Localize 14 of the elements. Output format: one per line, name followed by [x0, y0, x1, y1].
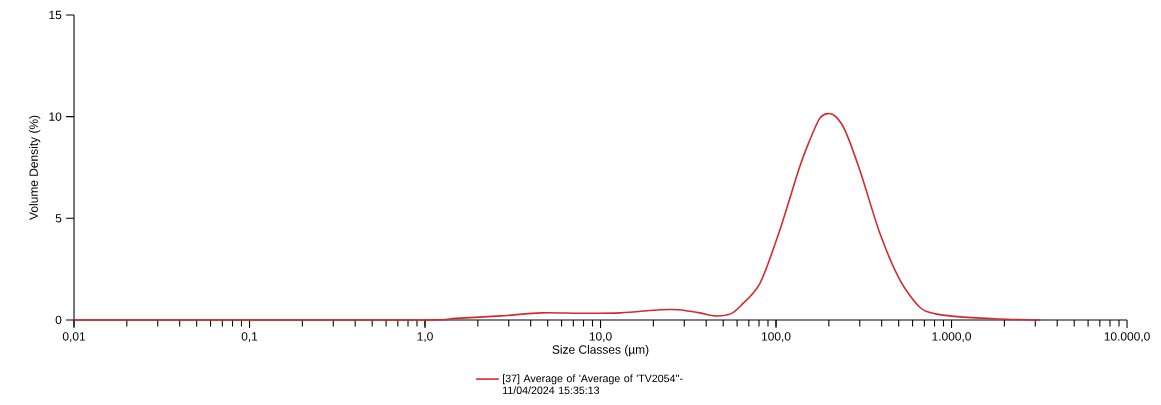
x-tick-label: 0,1 [241, 332, 258, 343]
y-tick-label: 0 [55, 315, 62, 325]
x-tick-label: 100,0 [761, 332, 791, 343]
x-tick-label: 10.000,0 [1104, 332, 1150, 343]
x-tick-label: 1,0 [417, 332, 433, 343]
x-tick-label: 1.000,0 [932, 332, 971, 343]
x-tick-label: 10,0 [589, 332, 612, 343]
x-axis-title: Size Classes (µm) [552, 345, 649, 357]
y-tick-label: 10 [49, 112, 62, 121]
y-tick-label: 5 [55, 214, 62, 223]
legend-label: [37] Average of 'Average of 'TV2054''-11/04/2024 15:35:13 [503, 374, 683, 395]
x-tick-label: 0,01 [62, 332, 86, 343]
y-tick-label: 15 [49, 10, 62, 20]
y-axis-title: Volume Density (%) [29, 115, 41, 220]
